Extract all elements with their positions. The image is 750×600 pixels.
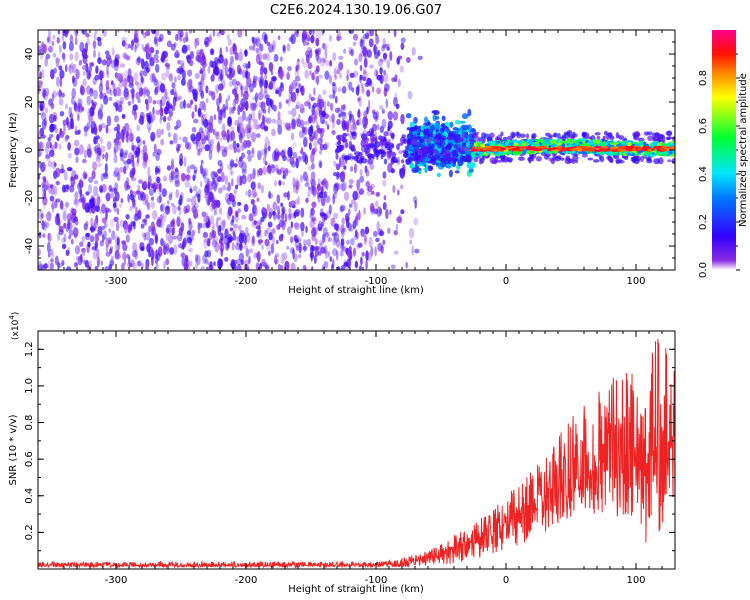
snr-ytick-label: 0.4 (24, 488, 35, 504)
snr-series-line (38, 338, 675, 569)
snr-axes: -300 -200 -100 0 100 0.2 0.4 0.6 0.8 1.0 1.2 (24, 330, 676, 586)
spectrogram-xtick-label: -100 (365, 276, 388, 287)
snr-xtick-label: 0 (503, 575, 509, 586)
snr-ylabel: SNR (10 * v/v) (8, 414, 19, 485)
snr-xtick-label: 100 (626, 575, 645, 586)
snr-frame (37, 330, 676, 570)
snr-xlabel: Height of straight line (km) (288, 584, 424, 595)
colorbar-tick-label: 0.0 (698, 262, 709, 278)
snr-xtick-label: -200 (235, 575, 258, 586)
colorbar-label: Normalized spectral amplitude (738, 73, 749, 227)
snr-scale-label: (x104) (8, 312, 21, 340)
spectrogram-ytick-label: 0 (24, 147, 35, 153)
colorbar-tick-label: 0.2 (698, 214, 709, 230)
spectrogram-ytick-label: 40 (24, 48, 35, 61)
spectrogram-xtick-label: -200 (235, 276, 258, 287)
colorbar-tick-label: 0.4 (698, 166, 709, 182)
snr-plot-area (38, 338, 675, 569)
snr-ytick-label: 1.2 (24, 341, 35, 357)
spectrogram-ytick-label: -40 (24, 238, 35, 254)
chart-title: C2E6.2024.130.19.06.G07 (270, 3, 442, 18)
spectrogram-xlabel: Height of straight line (km) (288, 285, 424, 296)
svg-text:(x104): (x104) (8, 312, 21, 340)
colorbar-tick-label: 0.6 (698, 118, 709, 134)
colorbar-tick-label: 0.8 (698, 70, 709, 86)
snr-ytick-label: 0.8 (24, 415, 35, 431)
colorbar: 0.0 0.2 0.4 0.6 0.8 Normalized spectral ampl… (698, 30, 749, 278)
spectrogram-ytick-label: 20 (24, 96, 35, 109)
spectrogram-xtick-label: 100 (626, 276, 645, 287)
snr-ytick-label: 0.2 (24, 524, 35, 540)
spectrogram-ytick-label: -20 (24, 190, 35, 206)
snr-panel: -300 -200 -100 0 100 0.2 0.4 0.6 0.8 1.0 1.2 Heigh… (8, 312, 676, 595)
snr-ytick-label: 1.0 (24, 378, 35, 394)
spectrogram-plot-area (38, 30, 675, 270)
snr-ytick-label: 0.6 (24, 451, 35, 467)
snr-xtick-label: -100 (365, 575, 388, 586)
spectrogram-ylabel: Frequency (Hz) (8, 112, 19, 188)
colorbar-gradient (712, 30, 736, 270)
snr-xtick-label: -300 (105, 575, 128, 586)
colorbar-ticks: 0.0 0.2 0.4 0.6 0.8 (698, 53, 740, 278)
spectrogram-xtick-label: 0 (503, 276, 509, 287)
snr-scale-text: (x10 (11, 319, 21, 340)
spectrogram-xtick-label: -300 (105, 276, 128, 287)
